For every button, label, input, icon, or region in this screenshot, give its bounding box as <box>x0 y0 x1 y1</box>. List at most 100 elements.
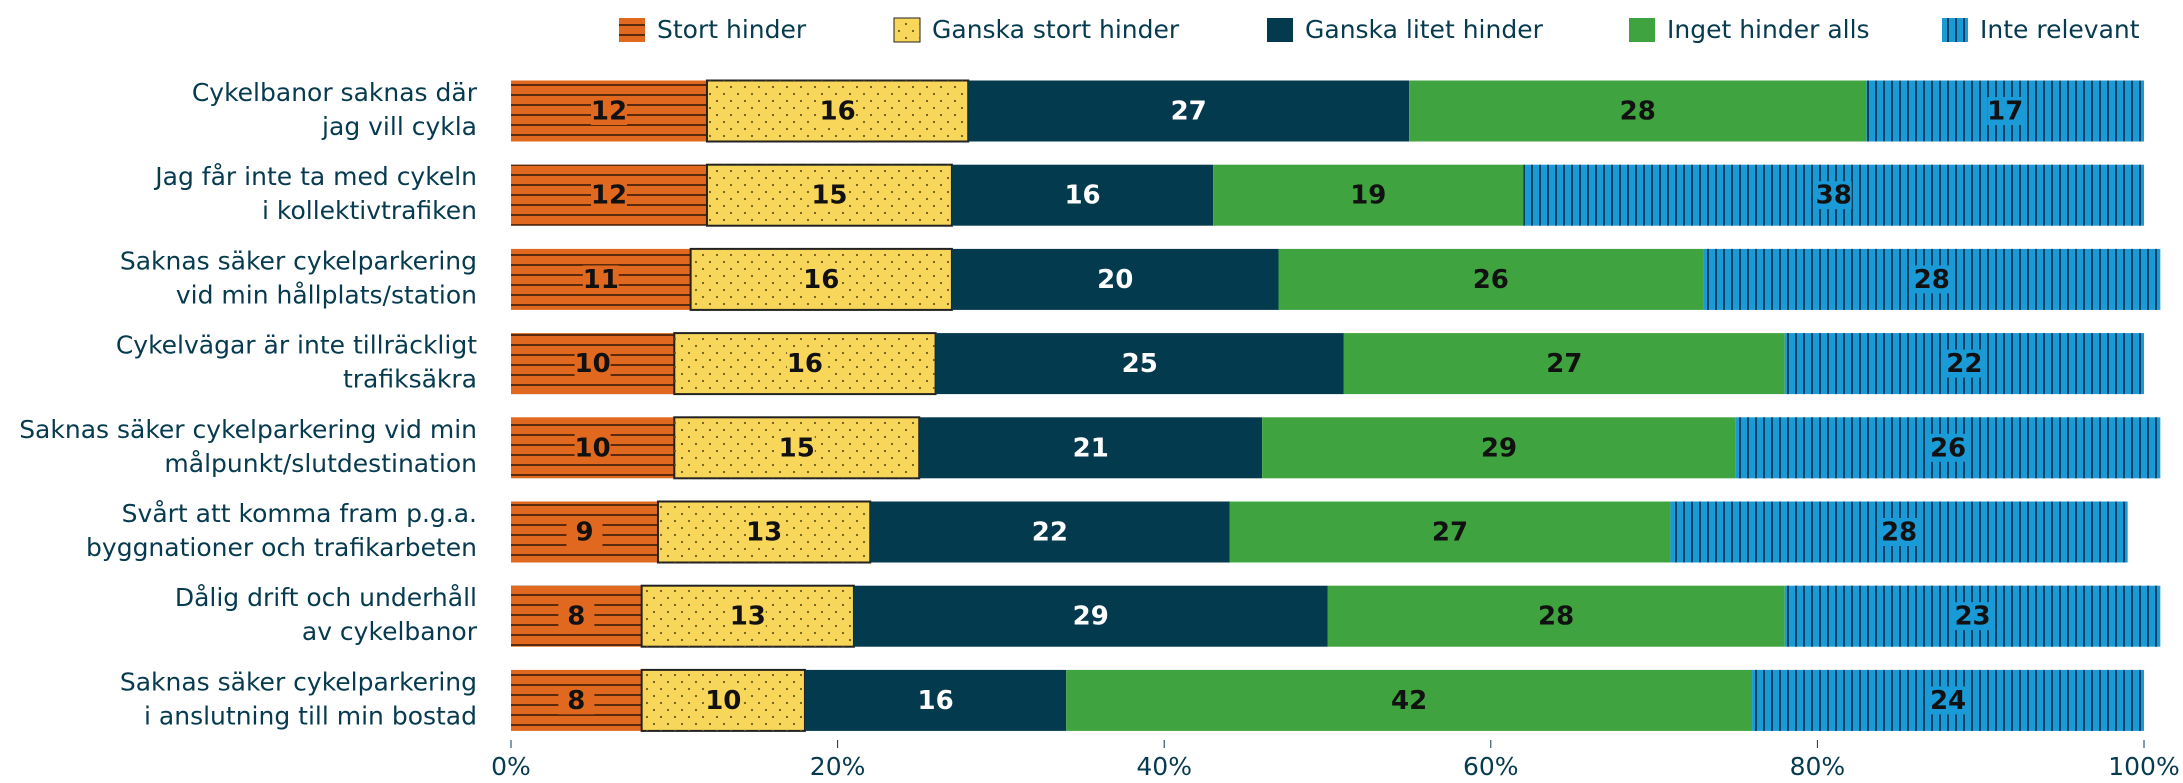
category-line: jag vill cykla <box>321 112 477 141</box>
value-label: 26 <box>1930 433 1966 463</box>
bar-segment <box>1213 164 1524 226</box>
legend-swatch-pattern <box>894 18 920 42</box>
x-tick-label: 20% <box>810 752 866 781</box>
value-label: 19 <box>1350 181 1386 211</box>
value-label-bg <box>1913 265 1950 294</box>
bar-segment <box>1327 585 1785 647</box>
value-label-bg <box>1815 181 1852 210</box>
value-label-bg <box>1987 97 2024 125</box>
bar-segment <box>1409 80 1867 142</box>
value-label: 9 <box>575 518 593 548</box>
value-label-bg <box>803 265 840 294</box>
value-label-bg <box>819 97 856 125</box>
value-label-bg <box>582 265 619 294</box>
bar-segment <box>804 669 1067 731</box>
value-label-bg <box>705 686 742 715</box>
category-line: Cykelvägar är inte tillräckligt <box>116 331 477 360</box>
category-line: byggnationer och trafikarbeten <box>86 533 477 562</box>
value-label: 20 <box>1097 265 1133 295</box>
value-label: 27 <box>1546 349 1582 379</box>
value-label: 28 <box>1538 602 1574 632</box>
value-label: 16 <box>803 265 839 295</box>
category-label: Cykelvägar är inte tillräckligt trafiksäk… <box>116 331 477 394</box>
value-label: 10 <box>705 686 741 716</box>
value-label-bg <box>1954 602 1991 631</box>
category-label: Saknas säker cykelparkering vid min målpu… <box>19 415 477 478</box>
value-label: 12 <box>591 97 627 127</box>
value-label: 27 <box>1432 518 1468 548</box>
category-label: Cykelbanor saknas där jag vill cykla <box>192 78 478 141</box>
category-label: Jag får inte ta med cykeln i kollektivtra… <box>153 162 477 225</box>
value-label-bg <box>729 602 766 631</box>
x-tick-label: 60% <box>1463 752 1519 781</box>
category-line: Saknas säker cykelparkering <box>120 246 477 275</box>
category-label: Saknas säker cykelparkering i anslutning … <box>120 667 477 730</box>
value-label: 29 <box>1073 602 1109 632</box>
value-label: 16 <box>1064 181 1100 211</box>
category-line: Saknas säker cykelparkering <box>120 667 477 696</box>
bar-segment <box>853 585 1328 647</box>
legend-label: Inte relevant <box>1980 15 2140 44</box>
bar-segment <box>1278 248 1704 310</box>
x-tick-label: 0% <box>491 752 531 781</box>
bar-segment <box>935 333 1344 395</box>
legend-label: Ganska stort hinder <box>932 15 1180 44</box>
value-label: 38 <box>1816 181 1852 211</box>
value-label: 10 <box>575 433 611 463</box>
legend-swatch-pattern <box>619 18 645 42</box>
category-line: i anslutning till min bostad <box>144 701 477 730</box>
value-label-bg <box>1930 686 1967 715</box>
value-label-bg <box>786 349 823 378</box>
value-label: 28 <box>1881 518 1917 548</box>
value-label: 23 <box>1954 602 1990 632</box>
value-label: 13 <box>730 602 766 632</box>
bar-segment <box>1343 333 1785 395</box>
value-label-bg <box>1946 349 1983 378</box>
value-label-bg <box>746 518 783 546</box>
category-line: Jag får inte ta med cykeln <box>153 162 477 191</box>
value-label-bg <box>558 686 595 715</box>
value-label-bg <box>590 97 627 125</box>
category-line: trafiksäkra <box>343 365 477 394</box>
category-line: av cykelbanor <box>302 617 478 646</box>
value-label-bg <box>574 349 611 378</box>
value-label: 28 <box>1620 97 1656 127</box>
value-label: 11 <box>583 265 619 295</box>
value-label: 21 <box>1073 433 1109 463</box>
value-label-bg <box>1930 433 1967 462</box>
category-line: i kollektivtrafiken <box>262 196 477 225</box>
value-label-bg <box>811 181 848 210</box>
category-line: målpunkt/slutdestination <box>164 449 477 478</box>
value-label: 22 <box>1946 349 1982 379</box>
bar-segment <box>919 417 1263 479</box>
value-label: 16 <box>787 349 823 379</box>
value-label-bg <box>1881 518 1918 546</box>
value-label: 15 <box>779 433 815 463</box>
value-label-bg <box>574 433 611 462</box>
value-label-bg <box>558 602 595 631</box>
legend-label: Stort hinder <box>657 15 807 44</box>
value-label-bg <box>566 518 603 546</box>
bar-segment <box>1262 417 1736 479</box>
value-label: 42 <box>1391 686 1427 716</box>
category-label: Svårt att komma fram p.g.a. byggnationer … <box>86 499 477 562</box>
value-label: 25 <box>1122 349 1158 379</box>
value-label: 8 <box>567 686 585 716</box>
value-label: 28 <box>1914 265 1950 295</box>
bar-segment <box>951 164 1214 226</box>
value-label: 10 <box>575 349 611 379</box>
legend-swatch-pattern <box>1942 18 1968 42</box>
bar-segment <box>870 501 1230 563</box>
legend-swatch <box>1629 18 1655 42</box>
category-line: Cykelbanor saknas där <box>192 78 478 107</box>
bar-segment <box>1229 501 1671 563</box>
category-line: Saknas säker cykelparkering vid min <box>19 415 477 444</box>
x-tick-label: 80% <box>1790 752 1846 781</box>
value-label: 24 <box>1930 686 1966 716</box>
value-label: 17 <box>1987 97 2023 127</box>
category-label: Dålig drift och underhåll av cykelbanor <box>175 583 478 646</box>
x-tick-label: 100% <box>2108 752 2179 781</box>
legend-label: Ganska litet hinder <box>1305 15 1544 44</box>
value-label: 12 <box>591 181 627 211</box>
